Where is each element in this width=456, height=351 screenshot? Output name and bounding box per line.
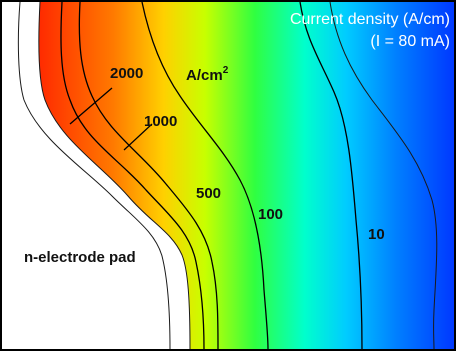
title-line-1: Current density (A/cm) [290, 11, 450, 28]
contour-line-10 [329, 1, 438, 350]
contour-label-500: 500 [196, 185, 221, 202]
contour-label-10: 10 [368, 226, 385, 243]
n-electrode-pad-region [2, 2, 190, 349]
pad-edge-outline [38, 1, 191, 350]
contour-label-2000: 2000 [110, 65, 143, 82]
contour-label-100: 100 [258, 206, 283, 223]
title-line-2: (I = 80 mA) [370, 33, 450, 50]
contour-label-1000: 1000 [144, 113, 177, 130]
contour-line-100 [299, 1, 363, 350]
section-tick-upper [69, 87, 113, 125]
section-tick-lower [123, 123, 153, 151]
contour-line-500 [141, 1, 269, 350]
pad-outline [17, 1, 171, 350]
contour-line-1000 [78, 1, 219, 350]
n-electrode-pad-label: n-electrode pad [24, 249, 136, 266]
field-region [38, 2, 455, 349]
unit-label: A/cm2 [186, 65, 229, 84]
contour-line-2000 [60, 1, 205, 350]
